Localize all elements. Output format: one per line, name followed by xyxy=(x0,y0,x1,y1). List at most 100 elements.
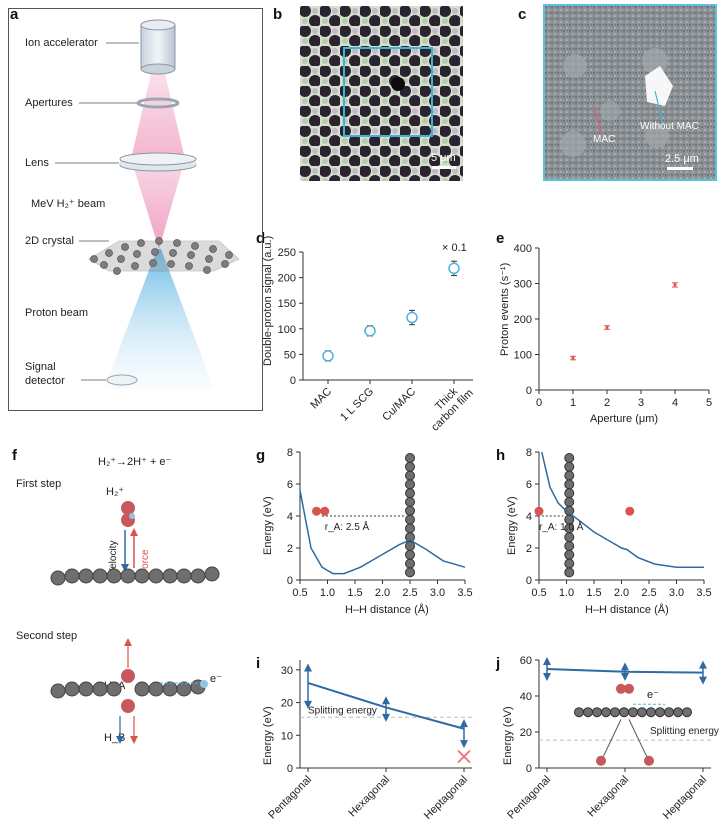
lattice-atom-h xyxy=(564,470,575,481)
lattice-atom-h xyxy=(564,532,575,543)
y-tick-j: 60 xyxy=(520,655,532,667)
panel-label-g: g xyxy=(256,447,266,464)
chart-d: 0 50 100 150 200 250 MAC 1 L SCG Cu/MAC Thickcarb… xyxy=(278,242,476,434)
electron-label-f: e⁻ xyxy=(210,673,222,685)
x-tick-g: 2.5 xyxy=(402,587,417,599)
x-tick-d: Thickcarbon film xyxy=(421,379,476,434)
y-tick-g: 0 xyxy=(287,575,293,587)
electron-label-j: e⁻ xyxy=(647,689,659,701)
lattice-atom-g xyxy=(405,567,415,578)
lattice-atom-j xyxy=(592,707,602,718)
h2-beam-focus xyxy=(131,159,185,249)
hb-atom-h xyxy=(625,506,635,516)
x-tick-g: 3.0 xyxy=(430,587,445,599)
y-tick-i: 10 xyxy=(281,730,293,742)
lattice-atom-j xyxy=(574,707,584,718)
aperture-ring xyxy=(136,97,180,109)
lattice-row-1 xyxy=(50,566,220,586)
lattice-atom-g xyxy=(405,479,415,490)
y-tick-h: 2 xyxy=(526,543,532,555)
scale-label-c: 2.5 μm xyxy=(665,153,699,165)
lattice-atom-g xyxy=(405,523,415,534)
x-tick-h: 2.5 xyxy=(641,587,656,599)
lattice-atom-h xyxy=(564,567,575,578)
panel-label-h: h xyxy=(496,447,506,464)
lattice-atom-g xyxy=(405,470,415,481)
label-2d-crystal: 2D crystal xyxy=(25,235,74,247)
h2-atom-top xyxy=(121,501,135,515)
panel-label-d: d xyxy=(256,230,266,247)
scale-bar-b xyxy=(432,166,456,169)
lattice-atom-h xyxy=(564,479,575,490)
ylabel-h: Energy (eV) xyxy=(506,496,518,555)
panel-b-micrograph: 5 μm xyxy=(300,6,463,181)
x-tick-d: MAC xyxy=(308,386,334,412)
lattice-atom-g xyxy=(405,549,415,560)
h2-beam-upper xyxy=(131,69,185,159)
panel-label-c: c xyxy=(518,6,527,23)
y-tick-d: 150 xyxy=(278,298,296,310)
xlabel-h: H–H distance (Å) xyxy=(585,604,669,616)
ha-atom-h xyxy=(534,506,544,516)
lattice-atom-g xyxy=(405,461,415,472)
y-tick-e: 400 xyxy=(514,243,532,255)
lattice-atom-j xyxy=(619,707,629,718)
hb-atom-j xyxy=(624,683,634,694)
y-tick-i: 20 xyxy=(281,698,293,710)
panel-f-mechanism: H₂⁺→2H⁺ + e⁻ First step Second step H₂⁺ … xyxy=(0,440,250,831)
label-detector: detector xyxy=(25,375,65,387)
lattice-atom-h xyxy=(564,549,575,560)
y-tick-e: 100 xyxy=(514,350,532,362)
y-tick-g: 8 xyxy=(287,447,293,459)
point-e-1 xyxy=(605,326,609,330)
panel-label-b: b xyxy=(273,6,283,23)
lattice-atom-g xyxy=(405,558,415,569)
y-tick-e: 0 xyxy=(526,385,532,397)
without-mac-flake xyxy=(645,66,673,106)
second-step-label: Second step xyxy=(16,630,78,642)
y-tick-g: 4 xyxy=(287,511,293,523)
panel-a-schematic: Ion accelerator Apertures Lens MeV H₂⁺ b… xyxy=(8,8,263,411)
x-tick-h: 0.5 xyxy=(531,587,546,599)
panel-label-f: f xyxy=(12,447,17,464)
lattice-atom-h xyxy=(564,461,575,472)
x-tick-d: Cu/MAC xyxy=(380,386,418,424)
hb-atom-g xyxy=(320,506,330,516)
lattice-atom-g xyxy=(405,541,415,551)
beamline-diagram xyxy=(55,19,240,389)
lattice-row-2 xyxy=(50,679,206,699)
y-tick-e: 300 xyxy=(514,279,532,291)
y-tick-j: 0 xyxy=(526,763,532,775)
y-tick-j: 40 xyxy=(520,691,532,703)
x-tick-e: 4 xyxy=(672,397,678,409)
x-tick-d: 1 L SCG xyxy=(338,386,376,424)
x-tick-e: 3 xyxy=(638,397,644,409)
selection-box xyxy=(343,47,433,137)
lattice-atom-h xyxy=(564,453,575,463)
y-tick-h: 4 xyxy=(526,511,532,523)
lattice-atom-h xyxy=(564,488,575,499)
annotation-d: × 0.1 xyxy=(442,242,467,254)
ylabel-g: Energy (eV) xyxy=(262,496,274,555)
y-tick-d: 200 xyxy=(278,273,296,285)
lattice-atom-g xyxy=(405,453,415,463)
label-without-mac: Without MAC xyxy=(640,121,699,132)
leader-lines xyxy=(55,42,139,381)
y-tick-e: 200 xyxy=(514,314,532,326)
label-ion-accelerator: Ion accelerator xyxy=(25,37,98,49)
reaction-equation: H₂⁺→2H⁺ + e⁻ xyxy=(98,456,172,468)
lattice-atom-g xyxy=(405,497,415,507)
chart-j: 0 20 40 60 Pentagonal Hexagonal Heptagonal e⁻ Sp… xyxy=(505,655,719,822)
chart-g: 0 2 4 6 8 0.5 1.0 1.5 2.0 2.5 3.0 3.5 r_A: 2.5 Å xyxy=(287,447,473,599)
ylabel-j: Energy (eV) xyxy=(502,706,514,765)
lattice-atom-j xyxy=(601,707,611,718)
label-signal: Signal xyxy=(25,361,56,373)
y-tick-j: 20 xyxy=(520,727,532,739)
y-tick-d: 50 xyxy=(284,349,296,361)
y-tick-h: 8 xyxy=(526,447,532,459)
first-step-label: First step xyxy=(16,478,62,490)
x-tick-h: 3.5 xyxy=(696,587,711,599)
lattice-atom-j xyxy=(583,707,593,718)
point-d-3 xyxy=(448,262,460,275)
y-tick-h: 6 xyxy=(526,479,532,491)
